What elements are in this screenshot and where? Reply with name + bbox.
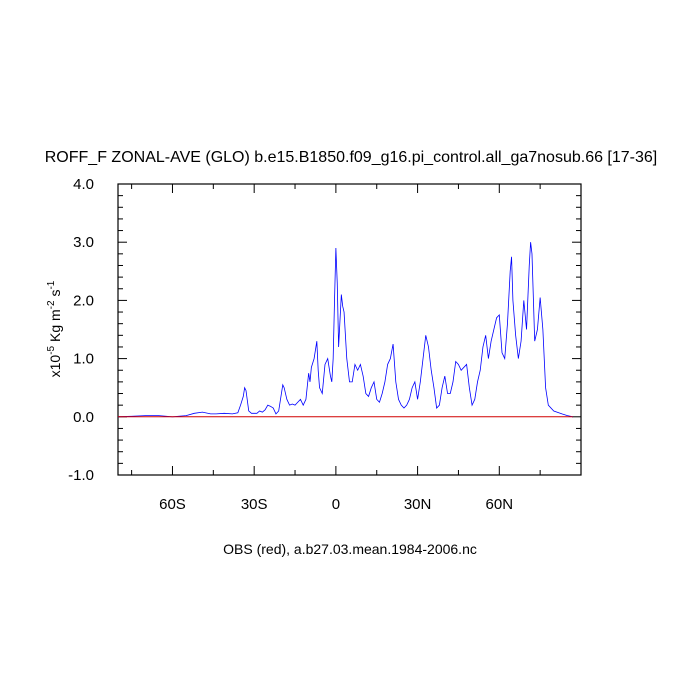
x-tick-label: 30S <box>241 496 268 513</box>
y-tick-label: 1.0 <box>73 351 94 368</box>
tick-labels: 60S 30S 0 30N 60N -1.0 0.0 1.0 2.0 3.0 4.0 <box>68 176 513 513</box>
model-series-line <box>117 242 573 418</box>
x-tick-label: 60N <box>486 496 514 513</box>
chart-title: ROFF_F ZONAL-AVE (GLO) b.e15.B1850.f09_g… <box>45 149 658 166</box>
y-tick-label: 3.0 <box>73 234 94 251</box>
x-tick-label: 30N <box>404 496 432 513</box>
series-layer <box>117 242 573 418</box>
x-tick-label: 0 <box>332 496 340 513</box>
x-axis-label: OBS (red), a.b27.03.mean.1984-2006.nc <box>223 541 477 557</box>
y-tick-label: 0.0 <box>73 409 94 426</box>
plot-frame <box>117 183 582 476</box>
y-tick-label: 2.0 <box>73 292 94 309</box>
y-tick-label: -1.0 <box>68 467 94 484</box>
y-axis-label: x10-5 Kg m-2 s-1 <box>46 280 63 377</box>
x-tick-label: 60S <box>159 496 186 513</box>
y-tick-label: 4.0 <box>73 176 94 193</box>
axis-ticks <box>118 183 582 476</box>
